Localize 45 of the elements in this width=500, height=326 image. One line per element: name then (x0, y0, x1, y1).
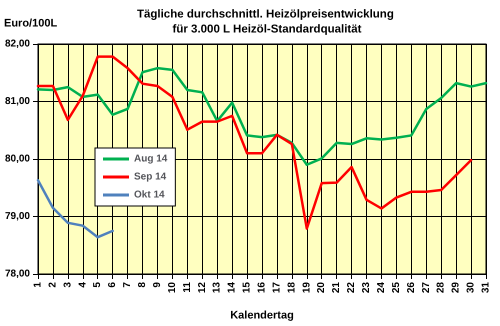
x-tick-label: 15 (242, 282, 253, 294)
x-tick-label: 28 (436, 282, 447, 294)
x-tick-label: 5 (92, 282, 104, 288)
y-tick-label: 80,00 (4, 154, 30, 164)
x-tick-label: 7 (122, 282, 134, 288)
x-tick-label: 26 (406, 282, 417, 294)
x-tick-label: 18 (286, 282, 298, 294)
x-tick-label: 27 (420, 282, 432, 294)
x-tick-label: 9 (152, 282, 163, 288)
y-tick-label: 82,00 (4, 38, 30, 50)
legend-label: Okt 14 (134, 190, 166, 200)
x-tick-label: 19 (301, 282, 312, 294)
x-tick-label: 21 (331, 282, 342, 294)
x-tick-label: 16 (256, 282, 268, 294)
legend-label: Aug 14 (134, 154, 168, 164)
x-tick-label: 22 (346, 282, 358, 294)
x-tick-label: 8 (137, 282, 148, 288)
x-tick-label: 20 (316, 282, 328, 294)
chart-title: Tägliche durchschnittl. Heizölpreisentwicklung für 3.000 L Heizöl-Standardqualität (136, 8, 398, 36)
x-tick-label: 2 (47, 282, 58, 288)
x-tick-label: 3 (62, 282, 74, 288)
x-tick-label: 13 (212, 282, 223, 294)
y-tick-label: 78,00 (4, 268, 30, 280)
line-series (36, 66, 488, 166)
x-axis-title: Kalendertag (230, 310, 294, 322)
x-tick-label: 1 (32, 282, 44, 288)
y-axis-title: Euro/100L (4, 18, 58, 30)
y-tick-label: 81,00 (4, 96, 30, 107)
x-tick-label: 6 (107, 282, 118, 288)
x-tick-label: 23 (361, 282, 372, 294)
line-series (36, 179, 114, 238)
y-tick-label: 79,00 (4, 211, 30, 222)
x-tick-label: 12 (196, 282, 208, 294)
x-tick-label: 29 (450, 282, 462, 294)
x-tick-label: 17 (271, 282, 282, 294)
x-tick-label: 25 (390, 282, 402, 294)
x-tick-label: 11 (182, 282, 193, 293)
x-tick-label: 24 (376, 282, 387, 294)
x-tick-label: 30 (466, 282, 477, 294)
legend-label: Sep 14 (134, 172, 167, 182)
x-tick-label: 31 (480, 282, 492, 294)
line-series (36, 55, 472, 230)
x-tick-label: 10 (166, 282, 178, 294)
x-tick-label: 14 (226, 282, 238, 294)
x-tick-label: 4 (77, 282, 88, 288)
